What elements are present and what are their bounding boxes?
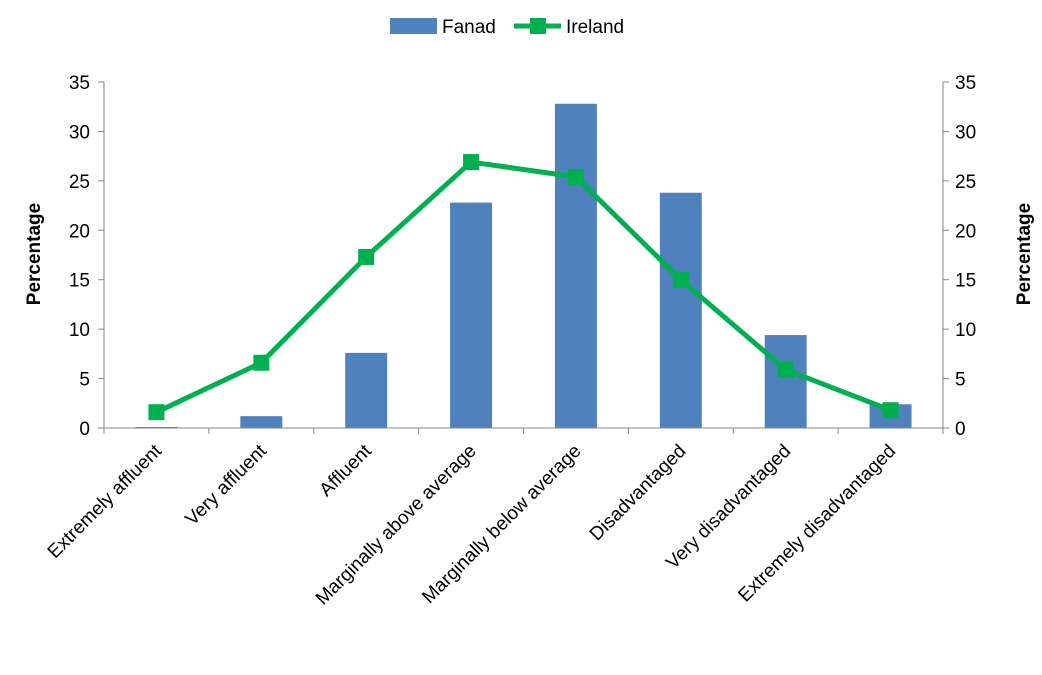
y-tick-label-left: 0 (79, 419, 90, 440)
legend-label-fanad: Fanad (442, 17, 496, 38)
y-tick-label-right: 20 (955, 221, 976, 242)
y-tick-label-right: 10 (955, 320, 976, 341)
y-axis-title-right: Percentage (1014, 203, 1035, 305)
y-tick-label-left: 15 (69, 271, 90, 292)
x-axis: Extremely affluent Very affluent AffluentM… (44, 427, 944, 609)
y-axis-title-left: Percentage (24, 203, 45, 305)
legend-label-ireland: Ireland (566, 17, 624, 38)
marker-ireland (777, 361, 794, 378)
y-tick-label-left: 5 (79, 370, 90, 391)
y-tick-label-left: 35 (69, 73, 90, 94)
marker-ireland (253, 354, 270, 371)
bar-fanad (659, 192, 702, 428)
y-tick-label-right: 25 (955, 172, 976, 193)
y-tick-label-left: 10 (69, 320, 90, 341)
y-tick-label-right: 5 (955, 370, 966, 391)
x-tick-label: Very affluent (182, 440, 272, 530)
y-tick-label-right: 30 (955, 122, 976, 143)
marker-ireland (463, 154, 480, 171)
bar-fanad (450, 202, 493, 428)
legend-marker-ireland (530, 18, 546, 34)
marker-ireland (882, 402, 899, 419)
y-tick-label-left: 30 (69, 122, 90, 143)
series-ireland-line (148, 154, 899, 421)
marker-ireland (672, 271, 689, 288)
legend: Fanad Ireland (390, 17, 624, 38)
y-tick-label-left: 20 (69, 221, 90, 242)
x-tick-label: Disadvantaged (586, 441, 690, 545)
y-tick-label-right: 15 (955, 271, 976, 292)
x-tick-label: Extremely affluent (44, 440, 167, 563)
y-tick-label-left: 25 (69, 172, 90, 193)
marker-ireland (567, 168, 584, 185)
line-ireland (155, 159, 892, 415)
y-axis-right: 0 5 10 15 20 25 30 35 (942, 73, 976, 440)
marker-ireland (358, 248, 375, 265)
bar-fanad (554, 103, 597, 429)
y-tick-label-right: 35 (955, 73, 976, 94)
bar-fanad (345, 352, 388, 428)
bar-fanad (240, 416, 283, 428)
y-tick-label-right: 0 (955, 419, 966, 440)
marker-ireland (148, 404, 165, 421)
legend-swatch-fanad (390, 18, 437, 34)
bar-fanad (764, 335, 807, 428)
y-axis-left: 0 5 10 15 20 25 30 35 (69, 73, 105, 440)
series-fanad-bars (135, 103, 912, 429)
x-tick-label: Affluent (316, 440, 377, 501)
